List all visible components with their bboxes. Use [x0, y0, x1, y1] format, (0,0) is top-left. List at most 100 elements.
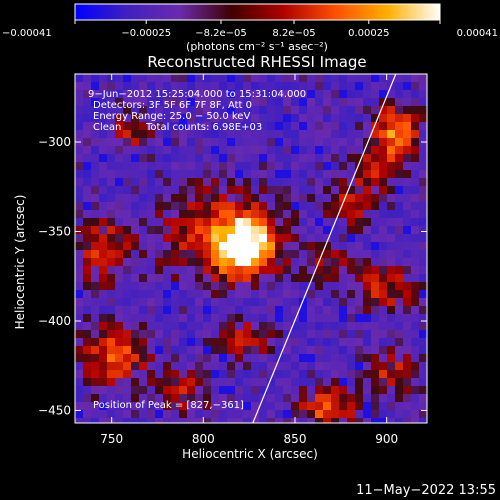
heatmap-cell	[243, 226, 252, 235]
heatmap-cell	[179, 226, 188, 235]
heatmap-cell	[267, 74, 276, 83]
heatmap-cell	[115, 146, 124, 155]
heatmap-cell	[75, 178, 84, 187]
heatmap-cell	[235, 186, 244, 195]
heatmap-cell	[123, 138, 132, 147]
heatmap-cell	[195, 378, 204, 387]
heatmap-cell	[299, 170, 308, 179]
heatmap-cell	[155, 186, 164, 195]
heatmap-cell	[379, 74, 388, 83]
heatmap-cell	[91, 354, 100, 363]
heatmap-cell	[275, 154, 284, 163]
heatmap-cell	[211, 90, 220, 99]
heatmap-cell	[107, 162, 116, 171]
heatmap-cell	[411, 130, 420, 139]
heatmap-cell	[275, 114, 284, 123]
heatmap-cell	[219, 314, 228, 323]
heatmap-cell	[115, 290, 124, 299]
heatmap-cell	[115, 266, 124, 275]
heatmap-cell	[403, 418, 412, 423]
heatmap-cell	[419, 178, 427, 187]
heatmap-cell	[379, 346, 388, 355]
heatmap-cell	[259, 354, 268, 363]
heatmap-cell	[155, 370, 164, 379]
heatmap-cell	[395, 122, 404, 131]
heatmap-cell	[75, 202, 84, 211]
heatmap-cell	[75, 218, 84, 227]
heatmap-cell	[355, 202, 364, 211]
heatmap-cell	[387, 338, 396, 347]
heatmap-cell	[283, 74, 292, 83]
heatmap-cell	[139, 122, 148, 131]
heatmap-cell	[187, 186, 196, 195]
heatmap-cell	[83, 410, 92, 419]
heatmap-cell	[163, 162, 172, 171]
heatmap-cell	[307, 74, 316, 83]
heatmap-cell	[243, 162, 252, 171]
heatmap-cell	[387, 210, 396, 219]
heatmap-cell	[419, 346, 427, 355]
heatmap-cell	[227, 242, 236, 251]
heatmap-cell	[131, 330, 140, 339]
heatmap-cell	[75, 370, 84, 379]
heatmap-cell	[347, 410, 356, 419]
heatmap-cell	[179, 138, 188, 147]
heatmap-cell	[307, 378, 316, 387]
colorbar-tick-label: −0.00025	[121, 28, 171, 39]
heatmap-cell	[179, 202, 188, 211]
heatmap-cell	[331, 98, 340, 107]
heatmap-cell	[347, 370, 356, 379]
heatmap-cell	[339, 394, 348, 403]
heatmap-cell	[235, 146, 244, 155]
heatmap-cell	[355, 178, 364, 187]
heatmap-cell	[131, 170, 140, 179]
heatmap-cell	[323, 82, 332, 91]
heatmap-cell	[283, 266, 292, 275]
heatmap-cell	[147, 362, 156, 371]
heatmap-cell	[347, 266, 356, 275]
heatmap-cell	[155, 90, 164, 99]
heatmap-cell	[115, 162, 124, 171]
heatmap-cell	[331, 90, 340, 99]
heatmap-cell	[251, 338, 260, 347]
heatmap-cell	[371, 114, 380, 123]
heatmap-cell	[267, 282, 276, 291]
heatmap-cell	[259, 218, 268, 227]
heatmap-cell	[315, 154, 324, 163]
heatmap-cell	[163, 362, 172, 371]
heatmap-cell	[299, 194, 308, 203]
heatmap-cell	[283, 194, 292, 203]
heatmap-cell	[387, 178, 396, 187]
heatmap-cell	[131, 402, 140, 411]
heatmap-cell	[411, 210, 420, 219]
heatmap-cell	[187, 370, 196, 379]
heatmap-cell	[99, 146, 108, 155]
heatmap-cell	[195, 162, 204, 171]
heatmap-cell	[91, 82, 100, 91]
heatmap-cell	[147, 378, 156, 387]
heatmap-cell	[411, 170, 420, 179]
heatmap-cell	[203, 394, 212, 403]
heatmap-cell	[331, 170, 340, 179]
heatmap-cell	[355, 266, 364, 275]
heatmap-cell	[275, 90, 284, 99]
heatmap-cell	[283, 210, 292, 219]
heatmap-cell	[75, 314, 84, 323]
heatmap-cell	[387, 186, 396, 195]
heatmap-cell	[211, 290, 220, 299]
heatmap-cell	[195, 242, 204, 251]
heatmap-cell	[243, 298, 252, 307]
heatmap-cell	[323, 210, 332, 219]
heatmap-cell	[211, 362, 220, 371]
heatmap-cell	[187, 394, 196, 403]
heatmap-cell	[379, 170, 388, 179]
heatmap-cell	[219, 162, 228, 171]
heatmap-cell	[203, 290, 212, 299]
heatmap-cell	[75, 322, 84, 331]
heatmap-cell	[99, 266, 108, 275]
heatmap-cell	[123, 130, 132, 139]
heatmap-cell	[299, 74, 308, 83]
heatmap-cell	[115, 346, 124, 355]
heatmap-cell	[139, 170, 148, 179]
